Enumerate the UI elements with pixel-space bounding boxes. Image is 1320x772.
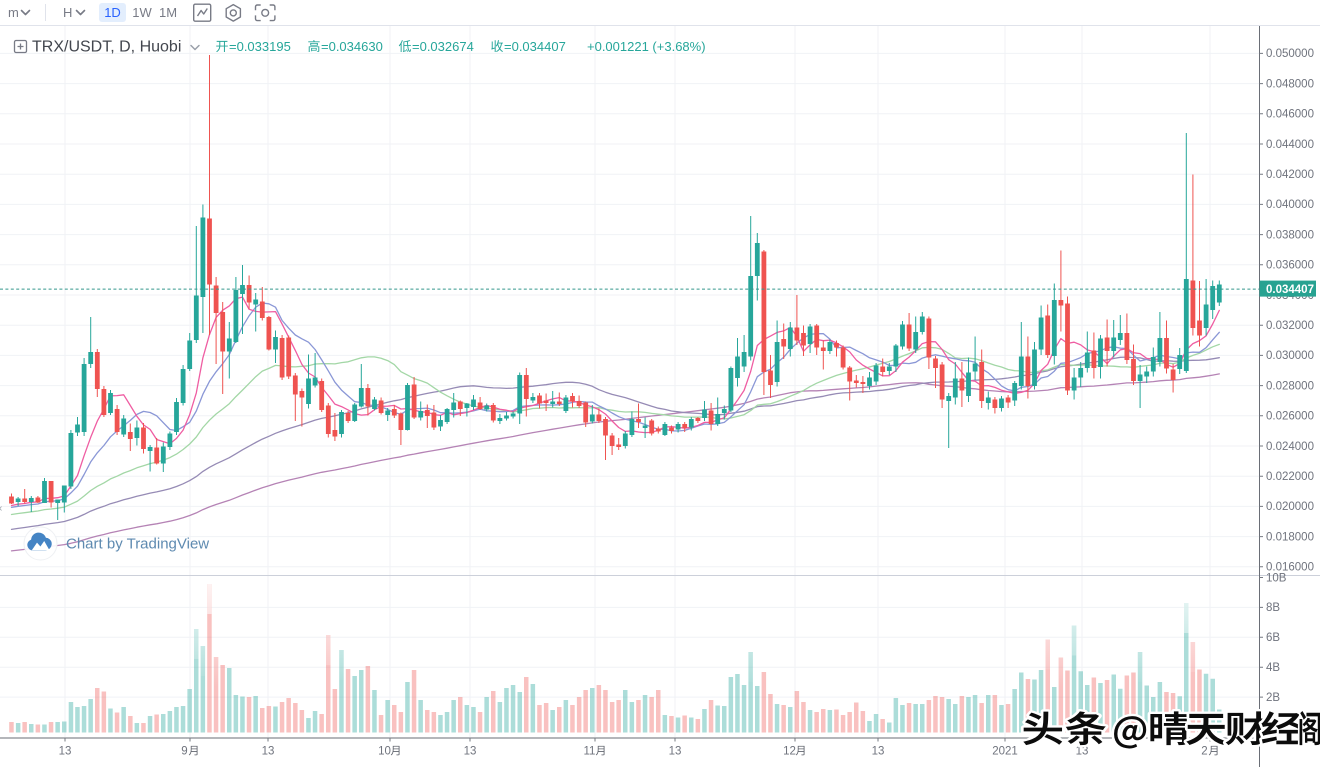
svg-text:0.032000: 0.032000 <box>1266 320 1314 332</box>
svg-text:0.042000: 0.042000 <box>1266 169 1314 181</box>
svg-text:0.030000: 0.030000 <box>1266 350 1314 362</box>
svg-text:H: H <box>63 5 72 20</box>
svg-text:0.036000: 0.036000 <box>1266 260 1314 272</box>
svg-text:2B: 2B <box>1266 692 1280 704</box>
svg-text:13: 13 <box>262 746 275 758</box>
svg-text:0.048000: 0.048000 <box>1266 78 1314 90</box>
svg-text:6B: 6B <box>1266 632 1280 644</box>
svg-text:=0.034407: =0.034407 <box>504 39 566 54</box>
svg-text:10B: 10B <box>1266 572 1287 584</box>
svg-text:0.026000: 0.026000 <box>1266 411 1314 423</box>
svg-text:12: 12 <box>783 746 796 758</box>
svg-text:+0.001221 (+3.68%): +0.001221 (+3.68%) <box>587 39 706 54</box>
svg-text:13: 13 <box>872 746 885 758</box>
svg-text:0.024000: 0.024000 <box>1266 441 1314 453</box>
svg-text:0.050000: 0.050000 <box>1266 48 1314 60</box>
svg-text:0.018000: 0.018000 <box>1266 531 1314 543</box>
svg-text:=0.033195: =0.033195 <box>229 39 291 54</box>
svg-text:11: 11 <box>584 746 596 758</box>
svg-text:‹: ‹ <box>0 503 2 514</box>
svg-text:=0.032674: =0.032674 <box>412 39 474 54</box>
svg-text:13: 13 <box>669 746 682 758</box>
svg-text:0.022000: 0.022000 <box>1266 471 1314 483</box>
svg-text:4B: 4B <box>1266 662 1280 674</box>
svg-text:13: 13 <box>1076 746 1089 758</box>
svg-text:2: 2 <box>1201 746 1207 758</box>
svg-text:13: 13 <box>59 746 72 758</box>
svg-text:9: 9 <box>181 746 187 758</box>
svg-text:10: 10 <box>378 746 391 758</box>
svg-text:0.040000: 0.040000 <box>1266 199 1314 211</box>
svg-text:=0.034630: =0.034630 <box>321 39 383 54</box>
svg-text:0.034407: 0.034407 <box>1266 284 1314 296</box>
svg-text:8B: 8B <box>1266 602 1280 614</box>
svg-text:0.028000: 0.028000 <box>1266 380 1314 392</box>
svg-text:13: 13 <box>464 746 477 758</box>
svg-text:0.020000: 0.020000 <box>1266 501 1314 513</box>
svg-text:1W: 1W <box>132 5 152 20</box>
svg-text:0.038000: 0.038000 <box>1266 229 1314 241</box>
svg-text:0.046000: 0.046000 <box>1266 109 1314 121</box>
svg-text:TRX/USDT, D, Huobi: TRX/USDT, D, Huobi <box>32 39 181 56</box>
svg-text:2021: 2021 <box>992 746 1018 758</box>
svg-text:Chart by TradingView: Chart by TradingView <box>66 536 209 553</box>
svg-text:0.044000: 0.044000 <box>1266 139 1314 151</box>
svg-text:1M: 1M <box>159 5 177 20</box>
svg-text:0.016000: 0.016000 <box>1266 562 1314 574</box>
svg-text:m: m <box>8 5 19 20</box>
svg-text:1D: 1D <box>104 5 121 20</box>
